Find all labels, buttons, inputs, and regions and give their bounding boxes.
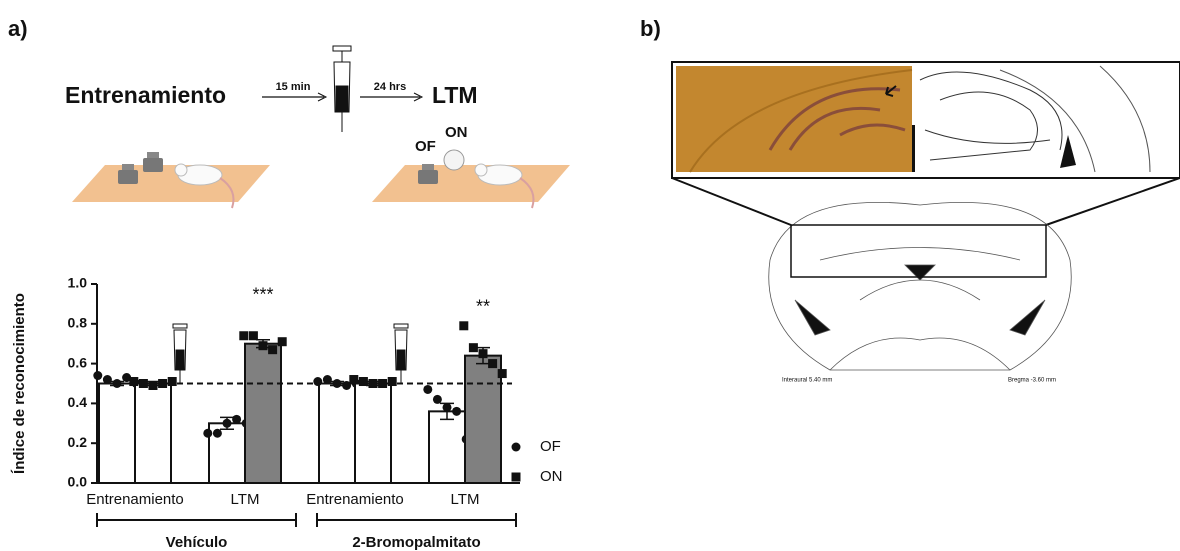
legend-marker: [512, 443, 521, 452]
panel-label: b): [640, 16, 661, 41]
x-tick-label: LTM: [231, 491, 260, 508]
point: [213, 429, 222, 438]
point: [469, 343, 478, 352]
x-tick-label: LTM: [451, 491, 480, 508]
y-tick-label: 0.6: [68, 354, 88, 370]
point: [313, 377, 322, 386]
point: [232, 415, 241, 424]
legend-label: ON: [540, 468, 563, 485]
point: [149, 381, 158, 390]
bar: [355, 384, 391, 484]
point: [249, 331, 258, 340]
point: [93, 371, 102, 380]
bar: [319, 384, 355, 484]
bar-chart: 0.0 0.2 0.4 0.6 0.8 1.0 Índice de reconocimien…: [11, 275, 563, 551]
y-axis-label: Índice de reconocimiento: [11, 293, 28, 474]
point: [259, 341, 268, 350]
point: [388, 377, 397, 386]
point: [203, 429, 212, 438]
point: [423, 385, 432, 394]
point: [239, 331, 248, 340]
bar: [465, 356, 501, 483]
legend-marker: [512, 473, 521, 482]
bar: [245, 344, 281, 483]
group-label: 2-Bromopalmitato: [352, 534, 480, 551]
schematic-training: Entrenamiento: [65, 82, 226, 108]
x-tick-label: Entrenamiento: [86, 491, 184, 508]
y-tick-label: 0.4: [68, 394, 88, 410]
zoom-line: [1046, 178, 1180, 225]
significance-label: ***: [252, 284, 273, 304]
panel-label: a): [8, 16, 28, 41]
group-bracket: [317, 513, 516, 527]
object-label: OF: [415, 138, 436, 155]
point: [223, 419, 232, 428]
syringe-icon: [333, 46, 351, 132]
bar: [135, 384, 171, 484]
arena-training: [72, 152, 270, 208]
point: [129, 377, 138, 386]
point: [452, 407, 461, 416]
point: [459, 321, 468, 330]
group-label: Vehículo: [166, 534, 228, 551]
histology-panel: [672, 62, 1180, 178]
atlas-label: Interaural 5.40 mm: [782, 378, 832, 384]
point: [498, 369, 507, 378]
point: [268, 345, 277, 354]
delay-label: 15 min: [276, 81, 311, 93]
atlas-label: Bregma -3.60 mm: [1008, 378, 1056, 384]
point: [488, 359, 497, 368]
syringe-icon: [173, 324, 187, 384]
group-bracket: [97, 513, 296, 527]
schematic-test: LTM: [432, 82, 478, 108]
y-tick-label: 0.8: [68, 315, 88, 331]
significance-label: **: [476, 296, 490, 316]
arena-test: [372, 150, 570, 208]
zoom-line: [672, 178, 791, 225]
y-tick-label: 1.0: [68, 275, 88, 291]
legend-label: OF: [540, 438, 561, 455]
bar: [99, 384, 135, 484]
point: [443, 403, 452, 412]
x-tick-label: Entrenamiento: [306, 491, 404, 508]
bar: [429, 411, 465, 483]
brain-atlas: [769, 202, 1072, 370]
point: [359, 377, 368, 386]
point: [278, 337, 287, 346]
figure: a) b) Entrenamiento 15 min 24 hrs LTM OF…: [0, 0, 1180, 551]
y-tick-label: 0.2: [68, 434, 88, 450]
delay-label: 24 hrs: [374, 81, 406, 93]
point: [479, 349, 488, 358]
point: [433, 395, 442, 404]
point: [168, 377, 177, 386]
object-label: ON: [445, 124, 468, 141]
syringe-icon: [394, 324, 408, 384]
y-tick-label: 0.0: [68, 474, 88, 490]
